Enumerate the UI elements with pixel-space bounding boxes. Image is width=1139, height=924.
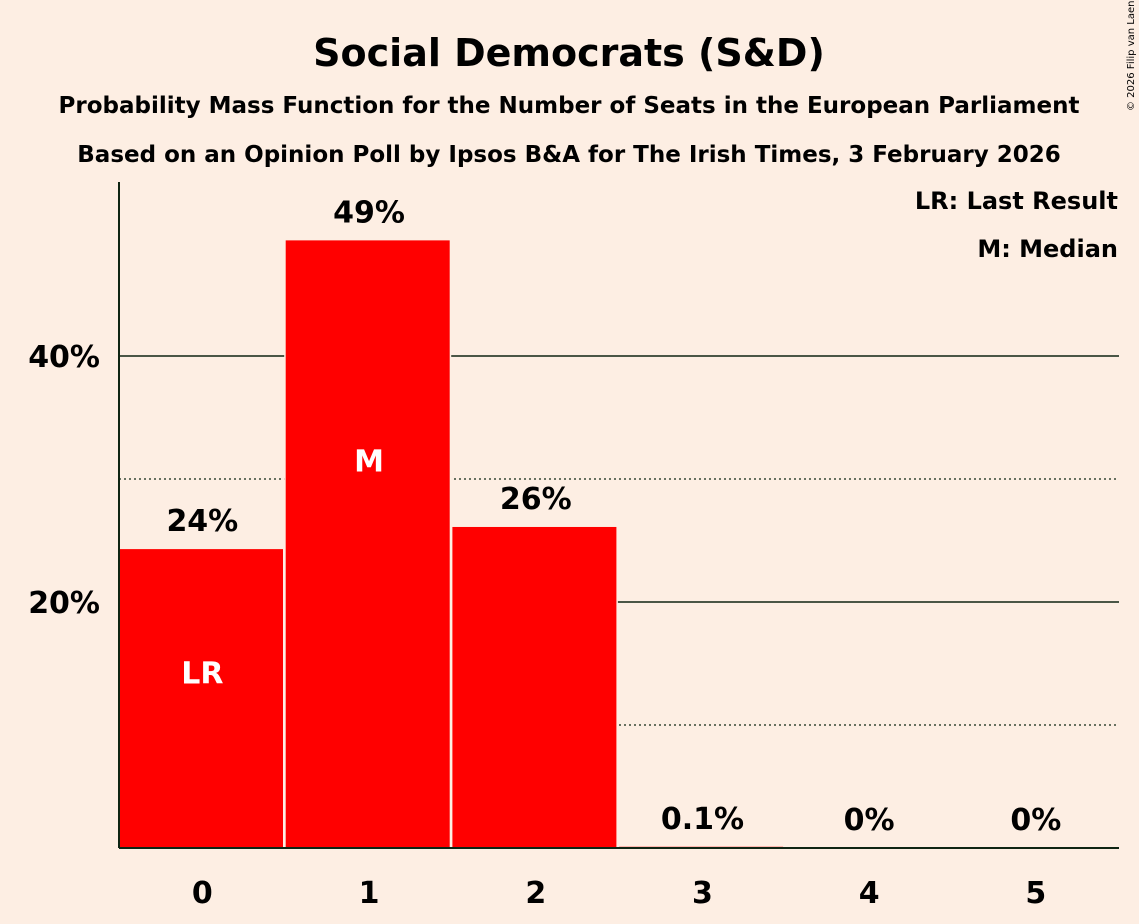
chart-source: Based on an Opinion Poll by Ipsos B&A fo… <box>77 142 1060 168</box>
legend-median: M: Median <box>977 235 1118 263</box>
x-tick-labels: 0 1 2 3 4 5 <box>192 876 1046 911</box>
legend-last-result: LR: Last Result <box>915 187 1118 215</box>
y-tick-label: 40% <box>28 340 100 375</box>
x-tick-label: 1 <box>359 876 380 911</box>
chart-subtitle: Probability Mass Function for the Number… <box>59 93 1080 119</box>
bar-value-label: 0% <box>844 803 895 838</box>
x-tick-label: 2 <box>525 876 546 911</box>
bar-value-label: 26% <box>500 482 572 517</box>
bar <box>117 547 285 850</box>
bar-labels: 24% LR 49% M 26% 0.1% 0% 0% <box>166 195 1061 838</box>
copyright-note: © 2026 Filip van Laenen <box>1126 0 1137 111</box>
bar-value-label: 0.1% <box>661 802 744 837</box>
x-tick-label: 0 <box>192 876 213 911</box>
y-tick-label: 20% <box>28 586 100 621</box>
bar <box>284 238 452 850</box>
bar-marker-label: LR <box>181 657 223 692</box>
x-tick-label: 3 <box>692 876 713 911</box>
y-tick-labels: 20% 40% <box>28 340 100 621</box>
bar-value-label: 0% <box>1010 803 1061 838</box>
bar <box>450 525 618 850</box>
bar-value-label: 49% <box>333 195 405 230</box>
x-tick-label: 4 <box>859 876 880 911</box>
bars <box>117 238 785 850</box>
bar-value-label: 24% <box>166 504 238 539</box>
bar-marker-label: M <box>354 444 384 479</box>
x-tick-label: 5 <box>1025 876 1046 911</box>
chart-title: Social Democrats (S&D) <box>313 31 825 75</box>
